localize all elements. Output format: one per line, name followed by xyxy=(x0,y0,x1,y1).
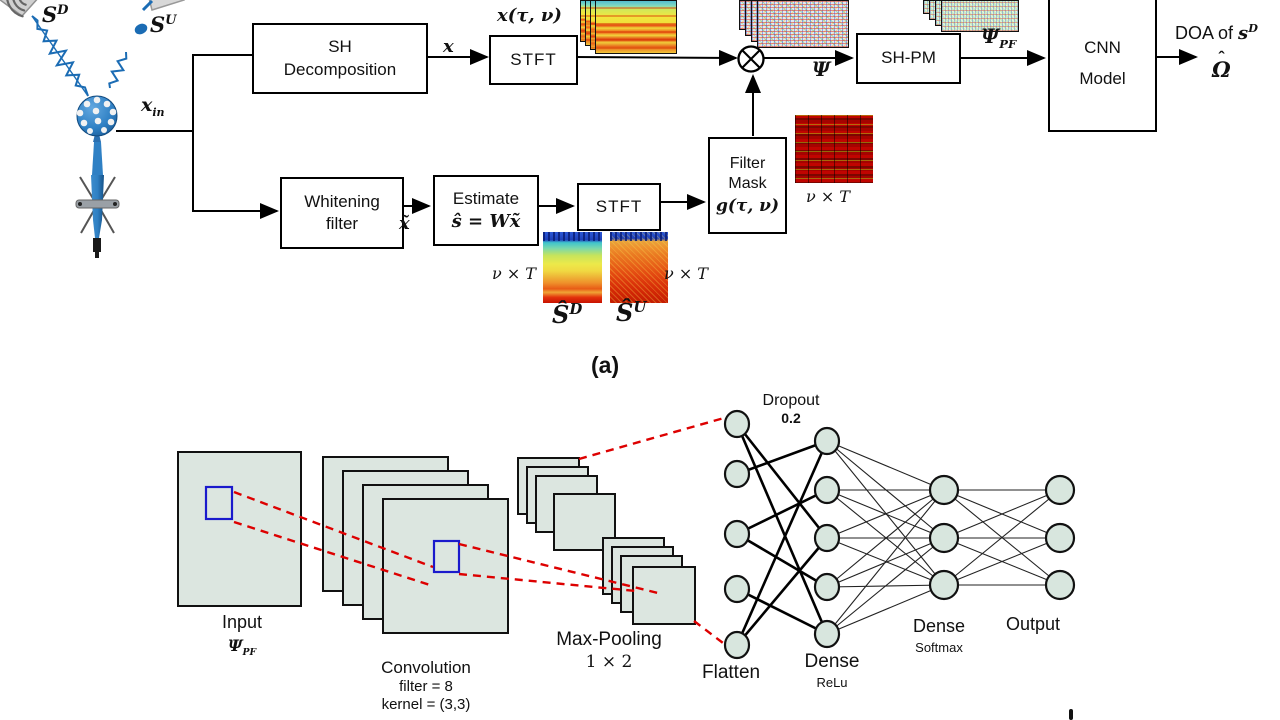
dense-softmax-nodes xyxy=(928,474,960,601)
filter-mask-line3: g(τ, ν) xyxy=(715,196,780,217)
cnn-line2: Model xyxy=(1079,69,1126,88)
flatten-nodes xyxy=(723,409,751,660)
nu-t-label-right: ν × T xyxy=(664,264,708,283)
dense-softmax-title: Dense xyxy=(912,616,966,636)
dropout-value: 0.2 xyxy=(781,410,801,427)
multiply-node xyxy=(737,45,765,73)
s-hat-d-label: ŜD xyxy=(552,300,583,329)
psi-pf-label: ΨPF xyxy=(981,24,1017,51)
x-tilde-label: x̃ xyxy=(399,213,410,234)
source-direct-label: SD xyxy=(42,2,69,27)
output-nodes xyxy=(1044,474,1076,601)
dense-relu-activation: ReLu xyxy=(816,674,848,690)
x-tau-nu-label: x(τ, ν) xyxy=(497,5,562,26)
dropout-title: Dropout xyxy=(762,392,820,409)
conv-kernel-spec: kernel = (3,3) xyxy=(381,696,471,714)
conv-title: Convolution xyxy=(381,658,471,677)
dense-relu-title: Dense xyxy=(804,651,860,672)
filter-mask-line2: Mask xyxy=(728,175,767,193)
estimate-line2: ŝ = Wx̃ xyxy=(451,210,521,232)
s-hat-u-label: ŜU xyxy=(616,298,647,327)
maxpool-caption: Max-Pooling 1 × 2 xyxy=(534,628,684,673)
spectrogram-x-stack-front xyxy=(595,0,677,54)
input-receptive-field xyxy=(204,485,234,521)
dense-softmax-edges xyxy=(826,440,945,635)
estimate-box: Estimate ŝ = Wx̃ xyxy=(433,175,539,246)
nu-t-label-mask: ν × T xyxy=(806,187,850,206)
dense-relu-nodes xyxy=(813,426,841,649)
sh-decomposition-line2: Decomposition xyxy=(283,59,397,79)
input-layer xyxy=(177,451,302,607)
filter-mask-box: Filter Mask g(τ, ν) xyxy=(708,137,787,234)
softmax-output-edges xyxy=(943,489,1061,586)
maxpool-size: 1 × 2 xyxy=(585,651,633,672)
speaker-undesired-icon xyxy=(141,0,185,12)
whitening-filter-box: Whitening filter xyxy=(280,177,404,249)
input-layer-sub: ΨPF xyxy=(227,636,257,659)
panel-b-label-partial xyxy=(1069,709,1073,720)
pipeline-connectors xyxy=(116,49,1198,219)
spectrogram-psipf-stack-front xyxy=(941,0,1019,32)
receptive-field-links xyxy=(233,416,728,647)
dense-relu-caption: Dense ReLu xyxy=(797,650,867,692)
stft-bottom-box: STFT xyxy=(577,183,661,231)
cnn-model-box: CNN Model xyxy=(1048,0,1157,132)
dense-softmax-caption: Dense Softmax xyxy=(905,614,973,657)
estimate-line1: Estimate xyxy=(452,188,520,208)
output-layer-title: Output xyxy=(1006,614,1061,634)
conv-receptive-field xyxy=(432,539,461,574)
dropout-caption: Dropout 0.2 xyxy=(751,391,831,427)
whitening-line2: filter xyxy=(325,214,359,233)
spherical-microphone xyxy=(75,95,120,258)
psi-label: Ψ xyxy=(812,57,831,81)
stft-top-box: STFT xyxy=(489,35,578,85)
conv-layer-caption: Convolution filter = 8 kernel = (3,3) xyxy=(346,658,506,714)
maxpool-title: Max-Pooling xyxy=(556,629,662,650)
sh-decomposition-line1: SH xyxy=(328,37,352,57)
cnn-line1: CNN xyxy=(1084,37,1121,57)
panel-a-caption: (a) xyxy=(591,352,620,378)
dense-softmax-activation: Softmax xyxy=(915,640,963,656)
sound-beam-direct xyxy=(31,15,89,97)
sound-beam-undesired xyxy=(108,23,148,89)
spectrogram-psi-stack-front xyxy=(757,0,849,48)
maxpool-group2-front xyxy=(632,566,696,625)
flatten-dense-edges xyxy=(735,423,829,646)
conv-layer-front xyxy=(382,498,509,634)
source-undesired-label: SU xyxy=(150,12,177,37)
speaker-direct-icon xyxy=(0,0,38,18)
filter-mask-line1: Filter xyxy=(729,154,766,172)
conv-filter-spec: filter = 8 xyxy=(399,678,453,696)
doa-output-label: DOA of sD xyxy=(1175,22,1258,44)
sh-decomposition-box: SH Decomposition xyxy=(252,23,428,94)
spectrogram-s-hat-u xyxy=(610,232,668,303)
mic-input-label: xin xyxy=(141,94,165,119)
stft-bottom-label: STFT xyxy=(595,196,643,216)
sh-pm-label: SH-PM xyxy=(881,48,936,68)
nu-t-label-left: ν × T xyxy=(492,264,536,283)
x-signal-label: x xyxy=(443,36,454,57)
cnn-layer-stacks xyxy=(177,451,696,634)
flatten-title: Flatten xyxy=(702,662,761,683)
sh-pm-box: SH-PM xyxy=(856,33,961,84)
spectrogram-filter-mask xyxy=(795,115,873,183)
spectrogram-s-hat-d xyxy=(543,232,602,303)
stft-top-label: STFT xyxy=(510,49,557,69)
omega-hat-label: ˆ Ω xyxy=(1212,48,1231,83)
whitening-line1: Whitening xyxy=(304,191,380,211)
input-layer-title: Input xyxy=(221,612,263,632)
mic-capsules xyxy=(76,96,117,134)
